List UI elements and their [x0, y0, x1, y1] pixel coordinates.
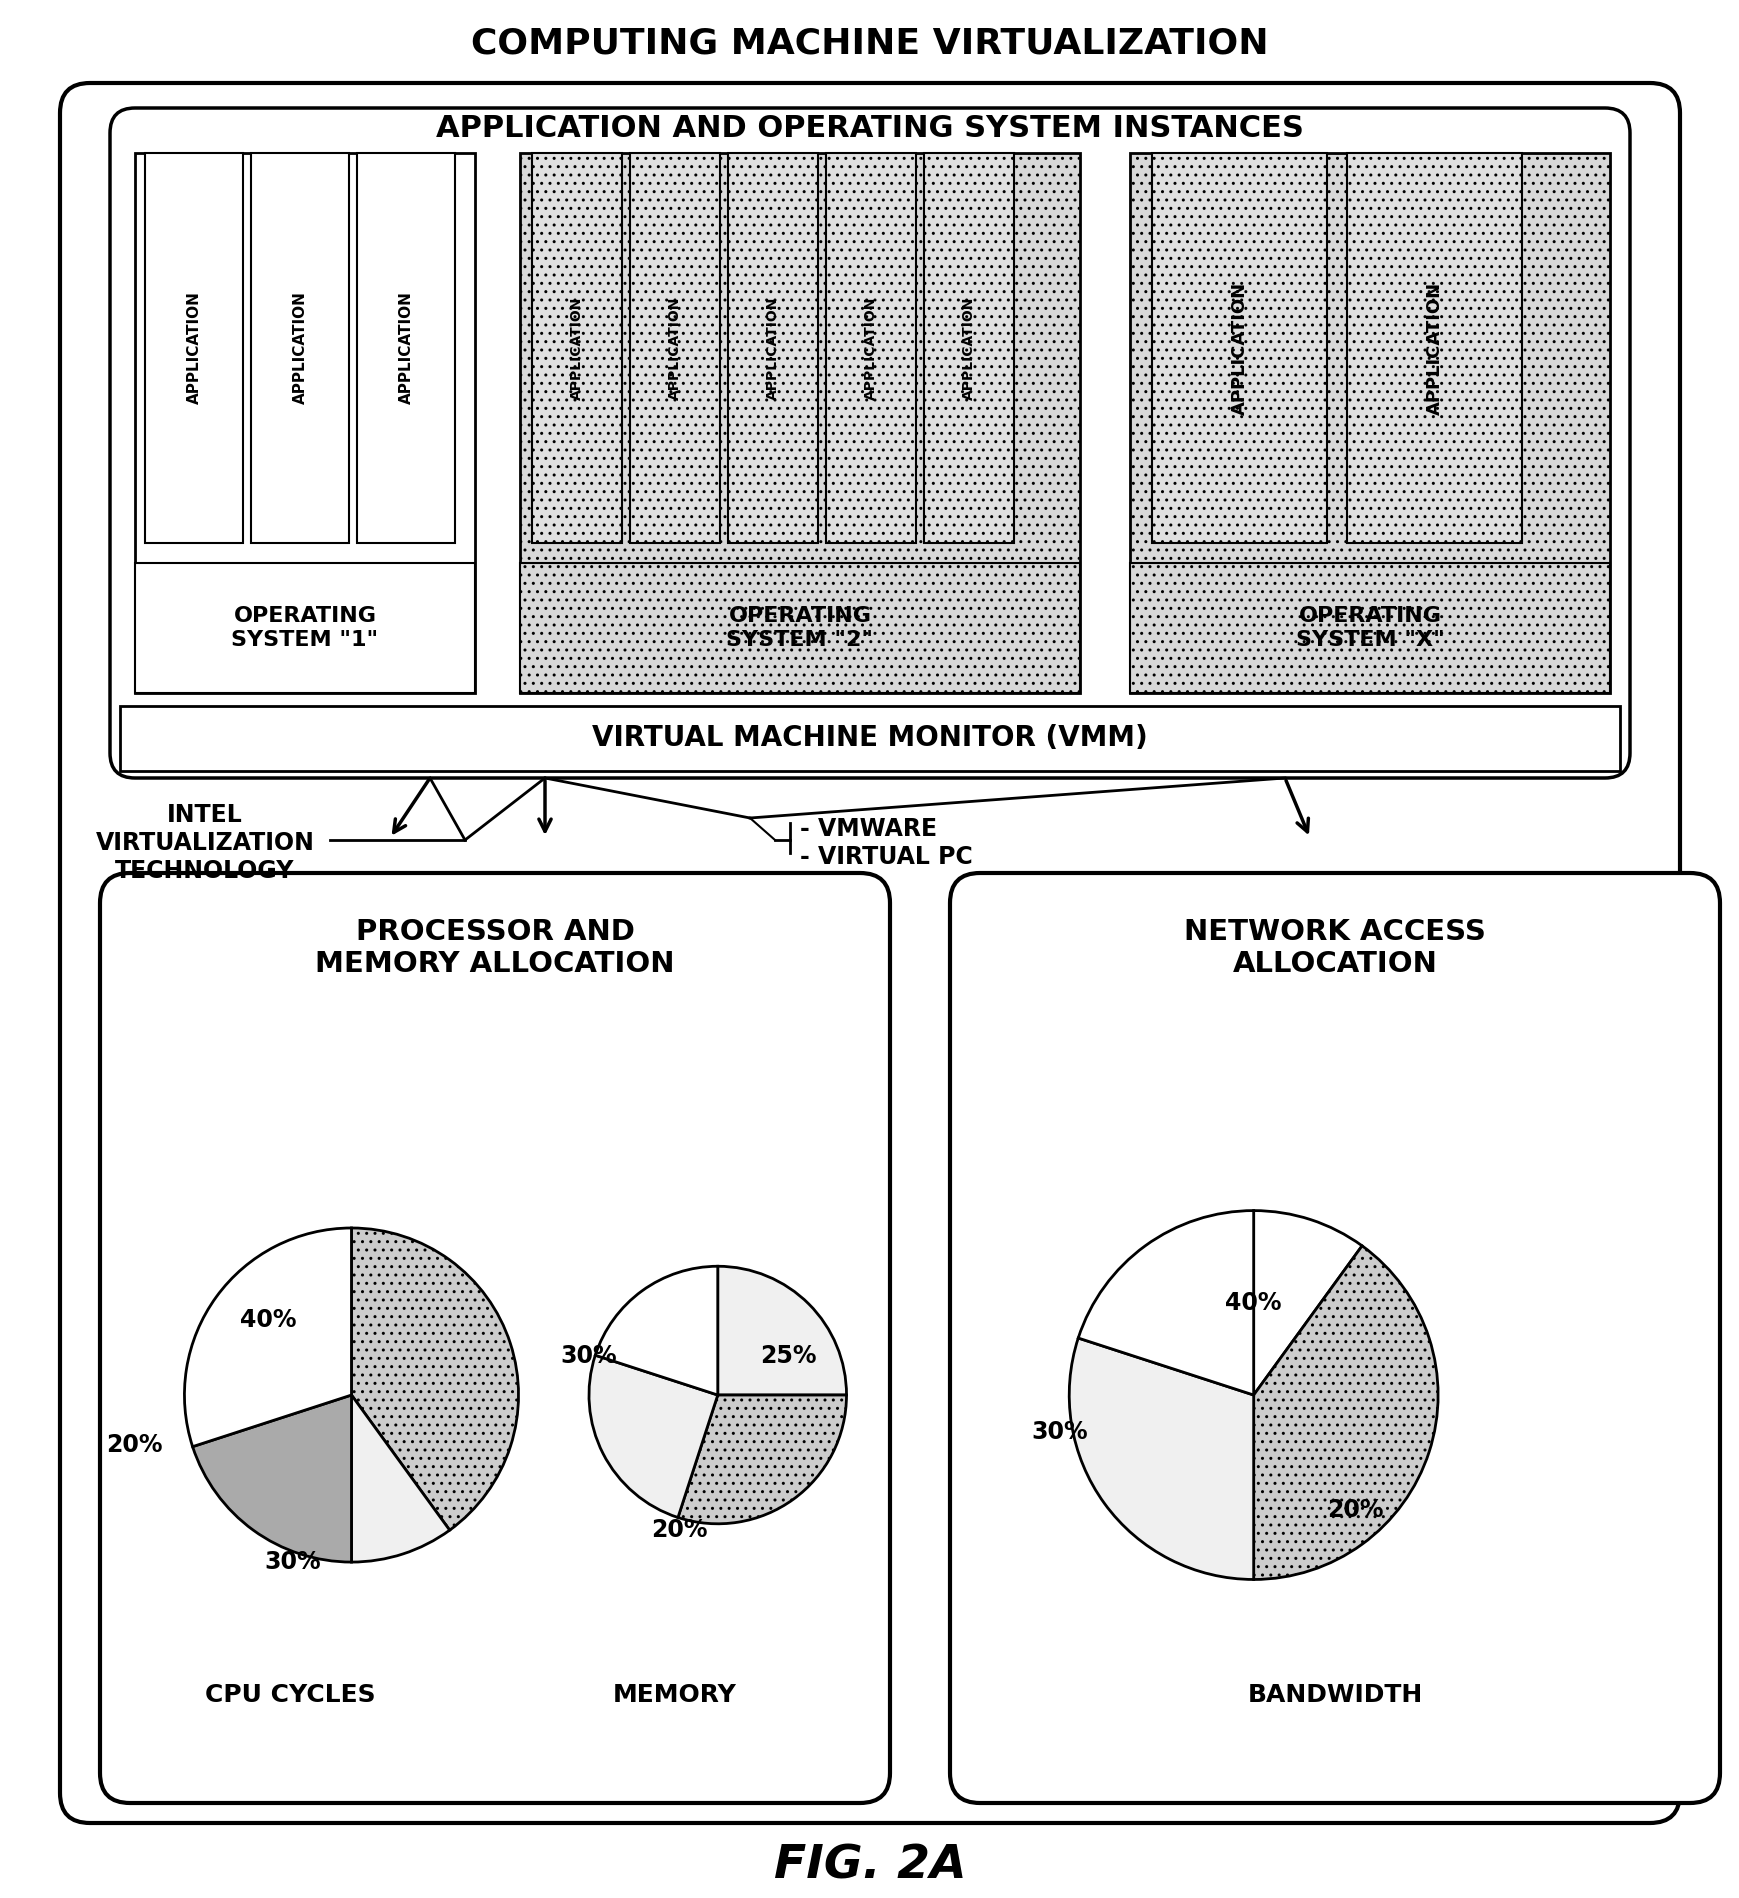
Text: 30%: 30%: [1031, 1420, 1087, 1444]
Text: APPLICATION: APPLICATION: [570, 296, 584, 400]
Wedge shape: [184, 1228, 351, 1446]
Text: INTEL
VIRTUALIZATION
TECHNOLOGY: INTEL VIRTUALIZATION TECHNOLOGY: [96, 803, 315, 883]
Wedge shape: [716, 1266, 847, 1395]
Wedge shape: [1069, 1338, 1252, 1579]
Text: 40%: 40%: [1224, 1291, 1282, 1315]
FancyBboxPatch shape: [949, 873, 1720, 1803]
Text: APPLICATION: APPLICATION: [1424, 281, 1443, 414]
Text: 20%: 20%: [1327, 1498, 1383, 1522]
FancyBboxPatch shape: [59, 84, 1680, 1822]
Text: 30%: 30%: [264, 1551, 322, 1573]
Text: 30%: 30%: [560, 1344, 617, 1368]
Text: 20%: 20%: [106, 1433, 162, 1458]
Bar: [250, 154, 350, 543]
Text: APPLICATION: APPLICATION: [962, 296, 976, 400]
Bar: [136, 564, 475, 693]
Wedge shape: [193, 1395, 351, 1562]
Wedge shape: [678, 1395, 847, 1524]
Wedge shape: [351, 1395, 449, 1562]
Text: APPLICATION: APPLICATION: [765, 296, 779, 400]
Text: APPLICATION: APPLICATION: [864, 296, 878, 400]
Bar: [520, 564, 1080, 693]
Text: APPLICATION: APPLICATION: [1229, 281, 1249, 414]
Bar: [136, 154, 475, 693]
Text: FIG. 2A: FIG. 2A: [774, 1843, 965, 1889]
Bar: [923, 154, 1014, 543]
Wedge shape: [590, 1355, 718, 1518]
Text: MEMORY: MEMORY: [612, 1684, 737, 1706]
Bar: [356, 154, 454, 543]
Wedge shape: [1078, 1211, 1254, 1395]
Text: - VMWARE
- VIRTUAL PC: - VMWARE - VIRTUAL PC: [800, 818, 972, 869]
Text: APPLICATION: APPLICATION: [668, 296, 682, 400]
Text: APPLICATION: APPLICATION: [398, 292, 414, 404]
FancyBboxPatch shape: [99, 873, 889, 1803]
Wedge shape: [1252, 1211, 1362, 1395]
Bar: [1346, 154, 1522, 543]
Bar: [1129, 564, 1609, 693]
Text: BANDWIDTH: BANDWIDTH: [1247, 1684, 1423, 1706]
Text: APPLICATION: APPLICATION: [292, 292, 308, 404]
Bar: [532, 154, 621, 543]
Text: APPLICATION: APPLICATION: [186, 292, 202, 404]
Wedge shape: [1252, 1245, 1436, 1579]
Wedge shape: [595, 1266, 718, 1395]
Text: VIRTUAL MACHINE MONITOR (VMM): VIRTUAL MACHINE MONITOR (VMM): [591, 723, 1148, 752]
Bar: [144, 154, 243, 543]
Text: NETWORK ACCESS
ALLOCATION: NETWORK ACCESS ALLOCATION: [1183, 919, 1485, 977]
Text: 20%: 20%: [650, 1518, 708, 1543]
Bar: [826, 154, 915, 543]
Wedge shape: [351, 1228, 518, 1530]
Text: 25%: 25%: [760, 1344, 816, 1368]
Bar: [520, 154, 1080, 693]
Text: OPERATING
SYSTEM "1": OPERATING SYSTEM "1": [231, 605, 379, 649]
Text: PROCESSOR AND
MEMORY ALLOCATION: PROCESSOR AND MEMORY ALLOCATION: [315, 919, 675, 977]
Text: APPLICATION AND OPERATING SYSTEM INSTANCES: APPLICATION AND OPERATING SYSTEM INSTANC…: [436, 114, 1303, 142]
Text: OPERATING
SYSTEM "X": OPERATING SYSTEM "X": [1296, 605, 1443, 649]
Bar: [630, 154, 720, 543]
Bar: [727, 154, 817, 543]
Bar: [120, 706, 1619, 771]
Bar: [1129, 154, 1609, 693]
FancyBboxPatch shape: [110, 108, 1629, 778]
Text: OPERATING
SYSTEM "2": OPERATING SYSTEM "2": [727, 605, 873, 649]
Text: CPU CYCLES: CPU CYCLES: [205, 1684, 376, 1706]
Text: COMPUTING MACHINE VIRTUALIZATION: COMPUTING MACHINE VIRTUALIZATION: [471, 27, 1268, 61]
Text: 40%: 40%: [240, 1308, 296, 1332]
Bar: [1151, 154, 1327, 543]
